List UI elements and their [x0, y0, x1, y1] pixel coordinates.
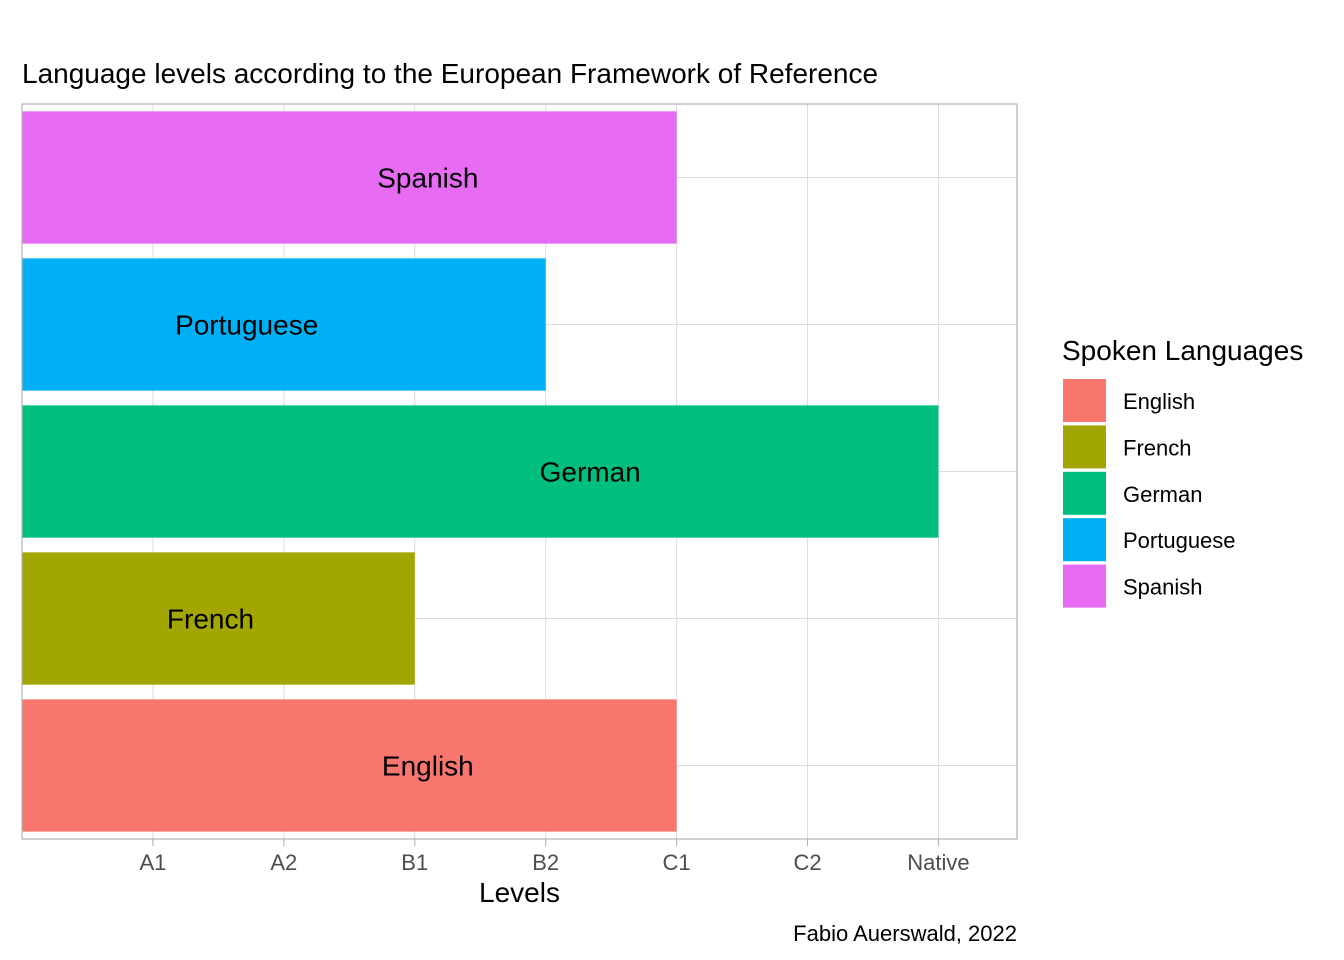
bars — [22, 111, 939, 832]
legend-label-german: German — [1123, 482, 1202, 507]
bar-label-portuguese: Portuguese — [175, 310, 318, 341]
legend-key-portuguese — [1063, 518, 1106, 562]
x-tick-label: B2 — [532, 850, 559, 875]
bar-label-french: French — [167, 604, 254, 635]
legend-key-spanish — [1063, 564, 1106, 608]
caption: Fabio Auerswald, 2022 — [793, 921, 1017, 946]
x-tick-label: A2 — [270, 850, 297, 875]
legend-title: Spoken Languages — [1062, 335, 1303, 366]
legend: Spoken Languages English French German Port… — [1062, 335, 1303, 608]
bar-portuguese — [22, 258, 546, 391]
bar-label-english: English — [382, 751, 474, 782]
legend-key-french — [1063, 425, 1106, 469]
legend-key-english — [1063, 379, 1106, 422]
legend-items: English French German Portuguese Spanish — [1063, 379, 1236, 608]
x-tick-label: C1 — [663, 850, 691, 875]
bar-english — [22, 699, 677, 832]
legend-label-spanish: Spanish — [1123, 575, 1203, 600]
legend-label-english: English — [1123, 389, 1195, 414]
x-axis-ticks: A1 A2 B1 B2 C1 C2 Native — [139, 839, 970, 875]
bar-spanish — [22, 111, 677, 244]
chart-title: Language levels according to the Europea… — [22, 58, 878, 89]
x-axis-title: Levels — [479, 877, 560, 908]
legend-label-portuguese: Portuguese — [1123, 528, 1236, 553]
x-tick-label: Native — [907, 850, 969, 875]
x-tick-label: C2 — [793, 850, 821, 875]
bar-label-german: German — [540, 457, 641, 488]
x-tick-label: B1 — [401, 850, 428, 875]
bar-labels: English French German Portuguese Spanish — [167, 163, 641, 782]
plot-panel: English French German Portuguese Spanish — [21, 103, 1018, 840]
bar-french — [22, 552, 415, 685]
bar-german — [22, 405, 939, 538]
legend-label-french: French — [1123, 435, 1191, 460]
x-tick-label: A1 — [139, 850, 166, 875]
panel-border — [21, 103, 1018, 840]
bar-label-spanish: Spanish — [377, 163, 478, 194]
legend-key-german — [1063, 471, 1106, 515]
